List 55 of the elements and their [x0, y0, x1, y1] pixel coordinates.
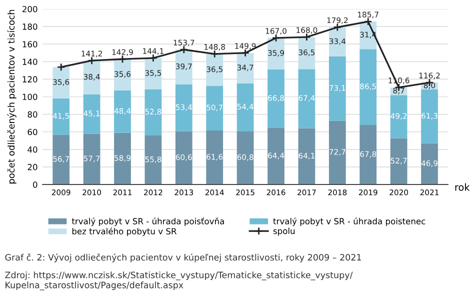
bar [52, 134, 70, 184]
point [56, 62, 66, 72]
bar [83, 60, 100, 94]
bar [298, 69, 316, 128]
bar [268, 128, 284, 184]
bar [144, 58, 162, 90]
y-tick-label: 120 [22, 76, 38, 82]
bar [114, 90, 131, 133]
y-tick-label: 160 [22, 41, 38, 48]
bar [268, 69, 284, 128]
y-tick-label: 140 [22, 58, 38, 65]
x-axis-title: rok [455, 183, 470, 191]
bar [175, 50, 192, 84]
bar [175, 131, 192, 184]
bar [328, 120, 346, 184]
legend-label: trvalý pobyt v SR - úhrada poisťovňa [72, 218, 224, 226]
bar [175, 84, 192, 132]
bar [390, 95, 408, 138]
bar [206, 130, 224, 184]
bar [236, 52, 254, 84]
bar [52, 98, 70, 135]
bar [268, 38, 284, 70]
y-tick-label: 60 [28, 128, 38, 136]
bar [114, 132, 131, 184]
legend-label: spolu [273, 228, 295, 236]
bar [52, 67, 70, 98]
y-tick-label: 0 [33, 181, 38, 188]
text: Zdroj: https://www.nczisk.sk/Statisticke_vystupy/Tematicke_statisticke_vystupy/ Kupelna_starostlivost/Pages/default.aspx [5, 272, 353, 290]
bar [328, 27, 346, 57]
bar [360, 125, 377, 184]
bar [114, 59, 131, 90]
bar [206, 54, 224, 86]
bar [236, 131, 254, 184]
bar [83, 94, 100, 134]
legend-label: trvalý pobyt v SR - úhrada poistenec [273, 218, 426, 226]
bar [144, 89, 162, 136]
bar [360, 49, 377, 126]
y-tick-label: 200 [22, 6, 38, 12]
bar [144, 136, 162, 184]
y-tick-label: 80 [28, 111, 38, 118]
y-axis-title: počet odliečených pacientov v tisícoch [7, 10, 16, 184]
legend-label: bez trvalého pobytu v SR [72, 228, 177, 236]
y-tick-label: 180 [22, 24, 38, 30]
bar [206, 86, 224, 130]
y-tick-label: 100 [22, 94, 38, 100]
bar [421, 143, 438, 184]
bar [390, 138, 408, 184]
y-tick-label: 20 [28, 164, 38, 170]
bar [328, 56, 346, 121]
y-tick-label: 40 [28, 146, 38, 153]
bar [236, 83, 254, 132]
bar [83, 134, 100, 184]
text: Graf č. 2: Vývoj odliečených pacientov v kúpeľnej starostlivosti, roky 2009 – 2021 [5, 254, 361, 262]
bar [421, 90, 438, 144]
bar [298, 128, 316, 184]
